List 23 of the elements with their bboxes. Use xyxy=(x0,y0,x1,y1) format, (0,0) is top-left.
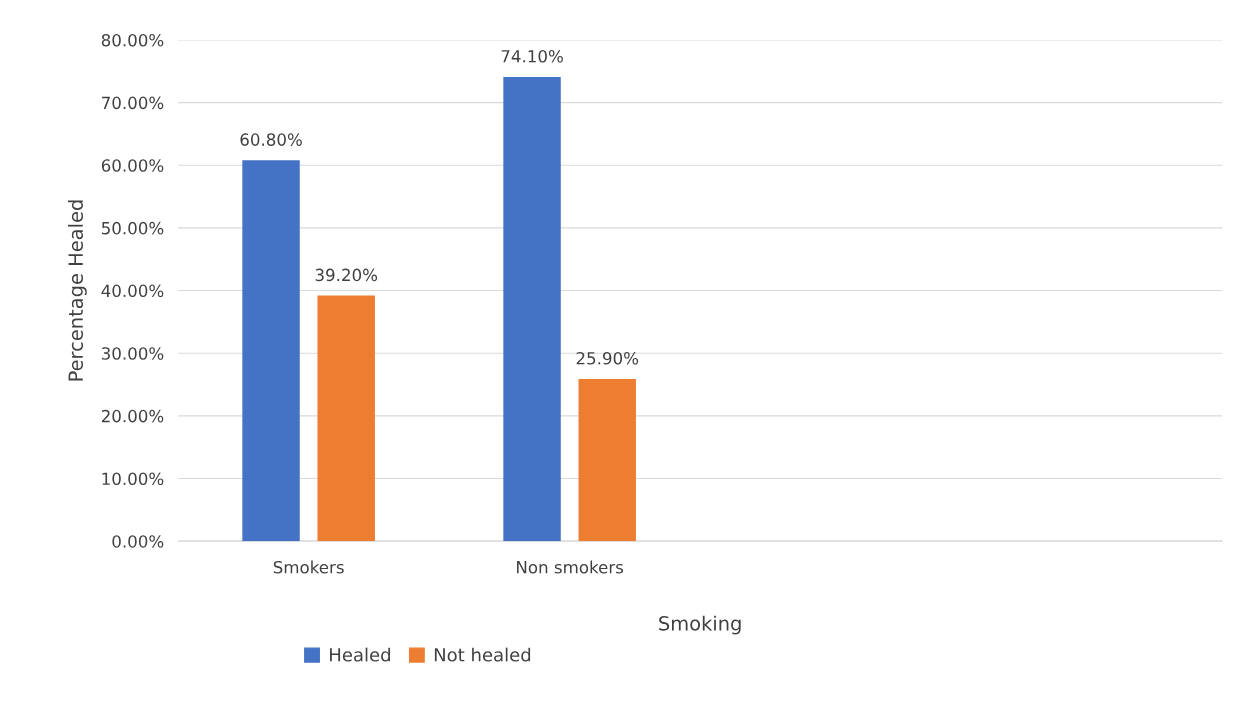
data-label: 74.10% xyxy=(501,49,563,63)
y-tick-label: 80.00% xyxy=(101,33,164,47)
bar xyxy=(242,160,300,542)
y-tick-label: 40.00% xyxy=(101,284,164,298)
data-label: 60.80% xyxy=(240,133,302,146)
data-label: 39.20% xyxy=(315,268,378,282)
x-tick-label: Smokers xyxy=(273,560,344,574)
y-axis-title: Percentage Healed xyxy=(67,200,87,381)
legend-label: Healed xyxy=(330,647,390,662)
x-tick-label: Non smokers xyxy=(517,560,624,574)
y-tick-label: 70.00% xyxy=(102,96,164,110)
y-tick-label: 50.00% xyxy=(101,221,164,235)
bar xyxy=(317,295,375,542)
x-axis-title: Smoking xyxy=(659,615,741,635)
data-label: 25.90% xyxy=(576,351,639,365)
bar xyxy=(503,76,561,542)
y-tick-label: 10.00% xyxy=(102,472,164,486)
y-tick-label: 60.00% xyxy=(101,159,164,172)
y-tick-label: 30.00% xyxy=(101,347,164,360)
bar xyxy=(578,378,636,542)
y-tick-label: 20.00% xyxy=(101,409,164,423)
legend-label: Not healed xyxy=(434,647,531,662)
y-tick-label: 0.00% xyxy=(112,535,164,548)
